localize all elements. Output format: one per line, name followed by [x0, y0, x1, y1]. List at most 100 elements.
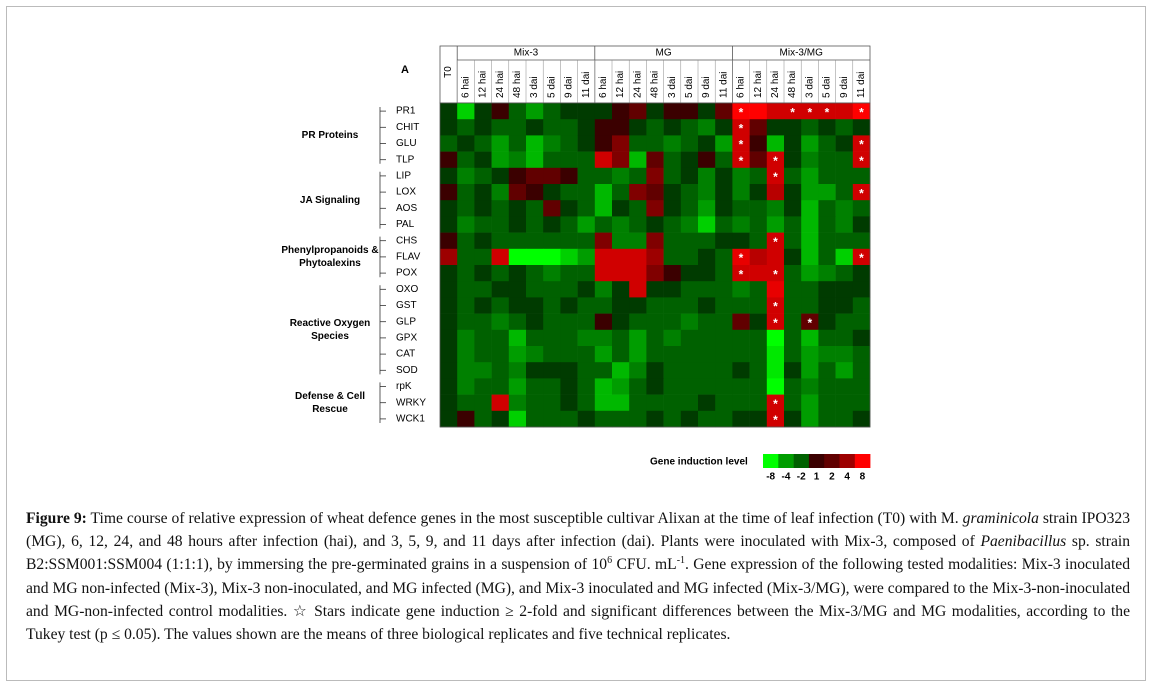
heatmap-cell: [663, 119, 682, 136]
heatmap-cell: [680, 329, 699, 347]
significance-star: *: [773, 154, 778, 168]
heatmap-cell: [784, 103, 802, 120]
column-label: 11 dai: [581, 71, 592, 98]
heatmap-cell: [766, 184, 785, 201]
heatmap-cell: [440, 167, 458, 185]
heatmap-cell: [663, 281, 682, 298]
heatmap-cell: [801, 248, 819, 266]
heatmap-cell: [784, 410, 802, 428]
heatmap-cell: [457, 167, 475, 185]
heatmap-cell: [835, 119, 854, 136]
heatmap-cell: [457, 394, 475, 412]
heatmap-cell: [835, 394, 854, 412]
heatmap-cell: [715, 232, 733, 250]
caption-text: Paenibacillus: [980, 533, 1067, 551]
caption-text: Time course of relative expression of wh…: [86, 510, 963, 527]
heatmap-cell: [646, 119, 664, 136]
caption-text: strain IPO323 (MG), 6, 12, 24, and 48 ho…: [26, 510, 1130, 551]
heatmap-cell: [508, 265, 527, 282]
row-label: WCK1: [396, 414, 425, 425]
heatmap-cell: [801, 216, 819, 233]
heatmap-cell: [491, 362, 510, 379]
heatmap-cell: [526, 265, 544, 282]
heatmap-cell: [663, 151, 682, 169]
heatmap-cell: [766, 216, 785, 233]
heatmap-cell: [801, 346, 819, 363]
row-label: rpK: [396, 381, 412, 392]
heatmap-cell: [663, 329, 682, 347]
heatmap-cell: [543, 151, 561, 169]
heatmap-cell: [612, 394, 630, 412]
heatmap-cell: [749, 135, 768, 152]
heatmap-cell: [749, 378, 768, 395]
heatmap-cell: [526, 216, 544, 233]
heatmap-cell: [612, 151, 630, 169]
heatmap-cell: [612, 410, 630, 428]
heatmap-cell: [491, 167, 510, 185]
heatmap-cell: [784, 362, 802, 379]
heatmap-cell: [766, 103, 785, 120]
heatmap-cell: [852, 135, 871, 152]
row-label: CAT: [396, 349, 415, 360]
heatmap-cell: [594, 248, 613, 266]
row-label: LIP: [396, 171, 411, 182]
heatmap-cell: [749, 394, 768, 412]
heatmap-cell: [474, 329, 492, 347]
heatmap-cell: [526, 200, 544, 217]
heatmap-cell: [835, 248, 854, 266]
significance-star: *: [773, 397, 778, 411]
significance-star: *: [825, 105, 830, 119]
heatmap-cell: [663, 297, 682, 314]
heatmap-cell: [680, 297, 699, 314]
heatmap-cell: [749, 167, 768, 185]
heatmap-cell: [440, 378, 458, 395]
significance-star: *: [739, 121, 744, 135]
heatmap-cell: [698, 394, 716, 412]
heatmap-cell: [457, 265, 475, 282]
figure-frame: [6, 6, 1146, 681]
heatmap-cell: [646, 232, 664, 250]
heatmap-cell: [474, 151, 492, 169]
heatmap-cell: [646, 394, 664, 412]
heatmap-cell: [543, 394, 561, 412]
heatmap-cell: [680, 232, 699, 250]
heatmap-cell: [784, 151, 802, 169]
heatmap-cell: [526, 135, 544, 152]
colorbar-tick-label: 2: [829, 472, 835, 483]
heatmap-cell: [457, 119, 475, 136]
heatmap-cell: [766, 346, 785, 363]
heatmap-cell: [560, 151, 578, 169]
heatmap-cell: [749, 184, 768, 201]
row-group-label: Phenylpropanoids &: [281, 245, 378, 256]
heatmap-cell: [646, 265, 664, 282]
colorbar-box: [854, 454, 871, 468]
heatmap-cell: [852, 362, 871, 379]
heatmap-cell: [698, 313, 716, 331]
heatmap-cell: [594, 232, 613, 250]
column-label: 12 hai: [615, 71, 626, 98]
heatmap-cell: [801, 313, 819, 331]
heatmap-cell: [680, 394, 699, 412]
heatmap-cell: [594, 151, 613, 169]
heatmap-cell: [784, 135, 802, 152]
heatmap-cell: [543, 200, 561, 217]
heatmap-cell: [698, 248, 716, 266]
significance-star: *: [773, 413, 778, 427]
heatmap-cell: [852, 281, 871, 298]
heatmap-cell: [508, 103, 527, 120]
heatmap-cell: [560, 200, 578, 217]
heatmap-cell: [801, 329, 819, 347]
heatmap-cell: [801, 265, 819, 282]
significance-star: *: [790, 105, 795, 119]
heatmap-cell: [457, 362, 475, 379]
heatmap-cell: [835, 135, 854, 152]
heatmap-cell: [612, 167, 630, 185]
heatmap-cell: [732, 216, 750, 233]
heatmap-cell: [852, 378, 871, 395]
heatmap-cell: [749, 119, 768, 136]
row-group-label: Species: [311, 331, 349, 342]
heatmap-cell: [835, 410, 854, 428]
heatmap-cell: [852, 216, 871, 233]
heatmap-cell: [594, 200, 613, 217]
heatmap-cell: [715, 135, 733, 152]
